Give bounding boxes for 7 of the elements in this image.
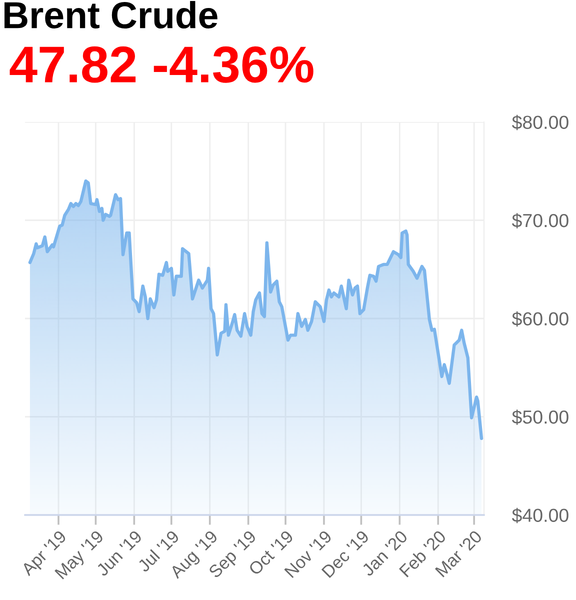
chart-title: Brent Crude [4,1,218,29]
y-tick-label: $60.00 [512,311,568,327]
y-tick-label: $80.00 [512,114,568,130]
y-tick-label: $70.00 [512,213,568,228]
chart-subtitle: 47.82 -4.36% [10,46,314,83]
y-tick-label: $40.00 [512,508,568,524]
y-tick-label: $50.00 [512,410,568,425]
